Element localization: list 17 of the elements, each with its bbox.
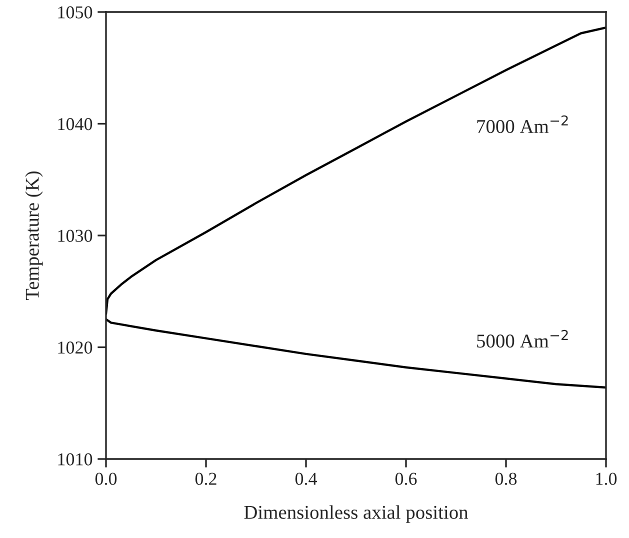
line-series xyxy=(106,318,606,389)
x-axis-title: Dimensionless axial position xyxy=(244,505,468,523)
annotation: 5000 Am$^{−2}$ xyxy=(477,330,568,348)
x-tick-label: 1.0 xyxy=(596,472,617,485)
y-tick-label: 1030 xyxy=(58,230,92,242)
x-tick-label: 0.4 xyxy=(295,472,318,485)
x-tick-label: 0.2 xyxy=(195,472,216,485)
x-tick-label: 0.8 xyxy=(495,472,517,485)
annotation: 7000 Am$^{−2}$ xyxy=(477,115,568,134)
y-axis-title: Temperature (K) xyxy=(25,171,43,300)
y-tick-label: 1020 xyxy=(58,342,92,354)
x-tick-label: 0.6 xyxy=(395,472,417,485)
y-tick-label: 1010 xyxy=(58,453,92,466)
y-tick-label: 1050 xyxy=(58,6,92,18)
x-tick-label: 0.0 xyxy=(95,472,117,485)
y-tick-label: 1040 xyxy=(58,118,92,130)
line-series xyxy=(106,26,606,315)
